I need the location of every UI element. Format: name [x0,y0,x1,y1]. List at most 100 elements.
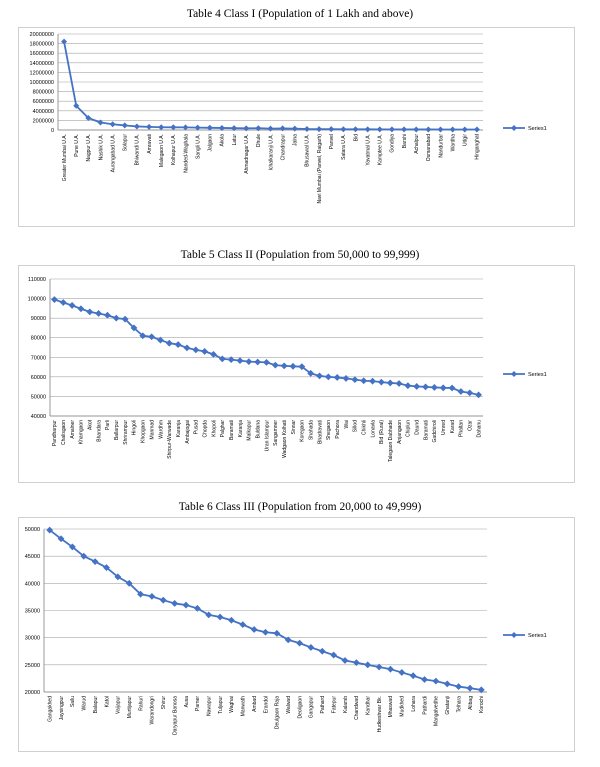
chart1-data-point [218,124,225,131]
chart1-data-point [279,125,286,132]
chart3-data-point [421,676,428,683]
chart1-data-point [291,125,298,132]
chart1-ytick-label: 0 [51,128,54,134]
chart2-data-point [245,358,253,365]
chart2-category-label: Phaltan [459,420,465,437]
chart3-category-label: Ausa [184,696,190,708]
chart3-data-point [466,684,474,692]
chart2-data-point [210,350,217,358]
chart2-category-label: Sinnar [291,420,297,435]
chart2-data-point [95,310,103,317]
chart3-data-point [57,535,65,543]
chart3-data-point [330,651,338,659]
chart2-category-label: Gadchiroli [432,420,438,443]
chart1-data-point [267,125,274,132]
chart1-data-point [73,102,80,109]
chart1-data-point [352,126,359,133]
chart2-category-label: Shirpur-Warwade [167,420,173,459]
chart1-category-label: Hinganghat [475,133,481,159]
chart3-data-point [296,639,303,647]
chart3-data-point [273,629,281,637]
chart3-data-point [68,543,76,551]
chart2-ytick-label: 80000 [31,336,46,342]
chart2-category-label: Khopgaon [141,420,147,443]
chart3-data-point [375,663,383,671]
chart2-data-point [342,375,350,382]
chart3-category-label: Parner [195,696,201,711]
chart2-series-line [54,298,479,396]
chart3-data-point [307,644,315,651]
chart2-data-point [139,332,147,340]
chart1-category-label: Solapur [123,134,129,152]
chart2-data-point [104,311,111,319]
chart1-data-point [316,126,323,133]
chart1-data-point [182,124,189,131]
chart2-data-point [254,358,262,366]
chart3-category-label: Warud [82,696,88,711]
chart2-data-point [377,378,385,386]
chart2-data-point [413,383,421,390]
chart2-ytick-label: 100000 [28,297,46,303]
chart3-category-label: Daryapur Banosa [172,696,178,735]
chart1-data-point [376,126,383,133]
chart3-legend-label: Series1 [528,633,547,639]
chart1-data-point [85,115,92,121]
chart3-data-point [182,601,190,609]
chart1-data-point [170,124,177,131]
chart1-legend: Series1 [503,125,547,132]
chart2-data-point [130,324,138,332]
chart2-ytick-label: 60000 [31,375,46,381]
chart1-data-point [340,126,347,133]
chart1-category-label: Nagpur U.A. [86,134,92,162]
chart3-data-point [193,604,201,612]
chart2-category-label: Pandharpur [52,420,58,446]
chart1: 0 2000000 4000000 6000000 8000000 10000000 120… [30,32,547,203]
chart1-category-label: Panvel [329,134,335,149]
chart1-data-point [61,38,68,45]
chart3-series-line [49,529,482,691]
chart2-ytick-label: 110000 [28,277,46,283]
chart3-data-point [409,672,417,680]
chart1-data-point [473,126,480,133]
chart2-data-point [86,308,94,316]
chart2-category-label: Parli [105,420,111,430]
chart2-data-point [192,346,200,354]
chart2-data-point [333,374,341,381]
chart1-ytick-label: 16000000 [30,51,54,57]
chart2-category-label: Umred [441,420,447,435]
chart3-category-label: Mudkhed [400,696,406,717]
chart2-category-label: Chopda [202,420,208,438]
chart3-data-point [318,647,326,655]
chart2-category-label: Malkapur [247,420,253,441]
chart1-category-label: Gondiya [390,134,396,153]
chart1-category-label: Greater Mumbai U.A. [62,134,68,181]
chart3-data-point [352,659,360,667]
chart1-data-point [231,125,238,132]
chart1-ytick-label: 6000000 [33,99,54,105]
chart2-data-point [183,344,191,352]
chart1-category-label: Akola [220,134,226,147]
chart3-ytick-label: 45000 [25,554,40,560]
chart1-category-label: Jalgaon [208,134,214,152]
chart2-category-label: Amalner [70,420,76,439]
chart2-category-label: Akot [88,419,94,430]
chart3-category-label: Shirur [161,696,167,710]
chart2-data-point [298,363,306,371]
chart3-data-point [364,661,372,669]
chart2-title: Table 5 Class II (Population from 50,000… [180,249,420,261]
chart1-category-label: Kolhapur U.A. [171,134,177,165]
chart2-category-label: Chalisgaon [61,420,67,445]
chart2-data-point [404,382,412,390]
chart1-category-label: Malegaon U.A. [159,134,165,167]
chart2-category-label: Pachora [335,420,341,439]
chart1-data-point [401,126,408,133]
chart3-category-label: Kalamb [343,696,349,713]
chart3-data-point [148,592,156,600]
chart1-category-label: Osmanabad [426,134,432,161]
chart3-data-point [125,579,133,587]
chart1-data-point [364,126,371,133]
chart3-data-point [46,526,54,534]
chart2-frame [18,265,575,483]
chart2-data-point [227,356,235,364]
